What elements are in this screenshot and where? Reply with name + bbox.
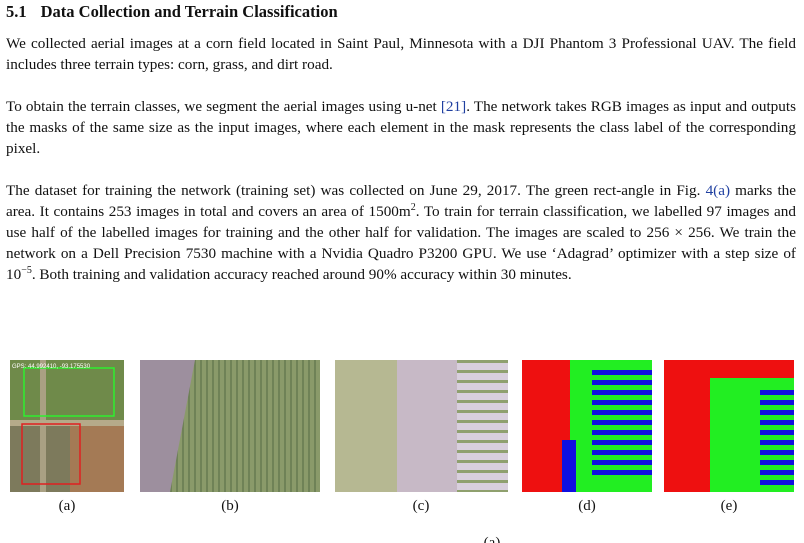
overlay-text: GPS: 44.992410, -93.175530 [12,364,91,370]
aerial-map: GPS: 44.992410, -93.175530 [10,360,124,492]
paragraph: To obtain the terrain classes, we segmen… [6,96,796,159]
caption-fragment: (a) [483,535,501,543]
section-number: 5.1 [6,2,27,21]
citation[interactable]: [21] [440,98,467,115]
text: To obtain the terrain classes, we segmen… [6,98,441,115]
subcaption: (b) [221,498,239,514]
aerial-photo [140,360,320,492]
subcaption: (c) [412,498,430,514]
segmentation-mask [522,360,652,492]
subcaption: (d) [578,498,596,514]
segmentation-mask [664,360,794,492]
section-heading: 5.1 Data Collection and Terrain Classific… [6,2,338,22]
text: . The network takes RGB images as input … [6,98,796,157]
text: We collected aerial images at a corn fie… [6,35,796,73]
section-title: Data Collection and Terrain Classificati… [40,2,338,21]
text: . Both training and validation accuracy … [31,266,572,283]
aerial-photo [335,360,508,492]
subcaption: (a) [58,498,76,514]
text: The dataset for training the network (tr… [6,182,706,199]
figure-ref[interactable]: 4(a) [705,182,731,199]
subcaption: (e) [720,498,738,514]
text: marks the area. It contains 253 images i… [6,182,797,220]
superscript: −5 [21,264,32,276]
paragraph: We collected aerial images at a corn fie… [6,33,796,75]
superscript: 2 [410,201,416,213]
paragraph: The dataset for training the network (tr… [6,180,796,285]
text: . To train for terrain classification, w… [6,203,796,283]
